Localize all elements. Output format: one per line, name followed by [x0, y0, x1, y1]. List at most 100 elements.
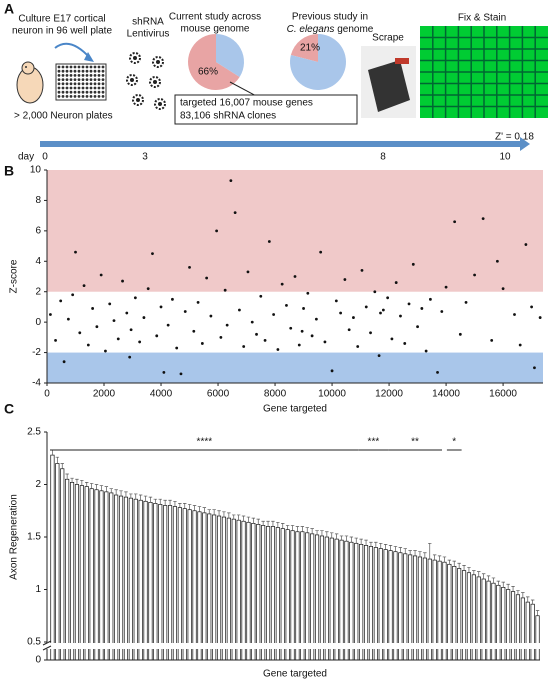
error-bar	[491, 577, 496, 584]
day-tick: 8	[380, 152, 386, 163]
point	[250, 320, 254, 324]
point	[310, 334, 314, 338]
bar	[65, 478, 70, 661]
point	[62, 360, 66, 364]
error-bar	[300, 526, 305, 532]
x-tick-label: 16000	[489, 389, 517, 400]
point	[272, 313, 276, 316]
well	[101, 65, 105, 69]
point	[339, 311, 343, 315]
bar	[324, 536, 329, 661]
error-bar	[320, 530, 324, 536]
virus-core	[153, 80, 157, 84]
well	[89, 65, 93, 69]
mouse-icon	[16, 61, 44, 104]
scraper	[368, 60, 410, 112]
pies: 66% 21%	[188, 34, 347, 91]
error-bar	[158, 498, 162, 505]
error-bar	[261, 520, 265, 526]
well	[77, 65, 81, 69]
band	[47, 170, 543, 292]
well	[81, 82, 85, 86]
pie-slice	[290, 34, 318, 62]
pie-title-end: genome	[337, 24, 374, 35]
well	[97, 82, 101, 86]
x-tick-label: 0	[44, 389, 50, 400]
point	[285, 304, 288, 307]
well	[61, 78, 65, 81]
virus-core	[130, 78, 134, 82]
y-tick-label: 2	[35, 286, 41, 297]
point	[416, 325, 419, 329]
point	[533, 366, 536, 370]
point	[356, 345, 360, 348]
bar	[133, 498, 138, 661]
well	[93, 74, 97, 77]
point	[424, 349, 428, 353]
bar	[114, 494, 119, 661]
point	[379, 311, 382, 315]
bar	[280, 528, 285, 661]
species: C. elegans	[287, 24, 335, 35]
pie-title: C. elegans genome	[287, 24, 374, 35]
plate-icon	[55, 63, 107, 101]
error-bar	[85, 482, 89, 487]
well	[73, 78, 77, 81]
error-bar	[178, 503, 182, 508]
point	[280, 282, 284, 286]
point	[146, 287, 150, 291]
bar	[123, 496, 129, 661]
bar	[99, 490, 104, 661]
pie-slice	[188, 34, 240, 90]
error-bar	[393, 546, 398, 552]
virus-core	[133, 56, 137, 60]
point	[464, 300, 468, 304]
point	[188, 265, 191, 269]
error-bar	[202, 507, 207, 513]
error-bar	[187, 504, 192, 510]
point	[242, 345, 246, 348]
bar	[163, 505, 168, 661]
point	[205, 276, 209, 280]
error-bar	[354, 537, 358, 544]
point	[490, 339, 494, 342]
bar	[349, 541, 354, 661]
y-axis-title: Axon Regeneration	[9, 494, 20, 580]
error-bar	[506, 583, 510, 590]
point	[129, 328, 133, 332]
bar	[530, 603, 535, 661]
error-bar	[432, 554, 437, 561]
error-bar	[481, 573, 486, 579]
well	[77, 69, 81, 73]
well	[97, 86, 101, 90]
error-bar	[80, 479, 84, 486]
point	[71, 293, 75, 297]
point	[238, 308, 241, 312]
well	[65, 78, 69, 81]
error-bar	[266, 520, 270, 527]
error-bar	[388, 545, 393, 551]
point	[394, 281, 398, 284]
bar	[50, 454, 55, 661]
well	[101, 90, 105, 94]
error-bar	[173, 500, 177, 507]
info-box	[174, 94, 358, 125]
bar	[275, 527, 280, 661]
error-bar	[114, 489, 118, 495]
error-bar	[501, 581, 505, 588]
day-tick: 3	[142, 152, 148, 163]
error-bar	[344, 535, 349, 542]
error-bar	[148, 496, 153, 503]
point	[306, 291, 310, 295]
point	[86, 343, 90, 347]
bar	[535, 615, 540, 661]
error-bar	[295, 526, 300, 532]
error-bar	[496, 580, 501, 586]
error-bar	[168, 499, 172, 506]
bar	[344, 540, 349, 661]
bar	[84, 486, 89, 661]
error-bar	[364, 539, 368, 546]
point	[538, 316, 542, 319]
error-bar	[437, 555, 442, 562]
bar	[310, 533, 315, 661]
